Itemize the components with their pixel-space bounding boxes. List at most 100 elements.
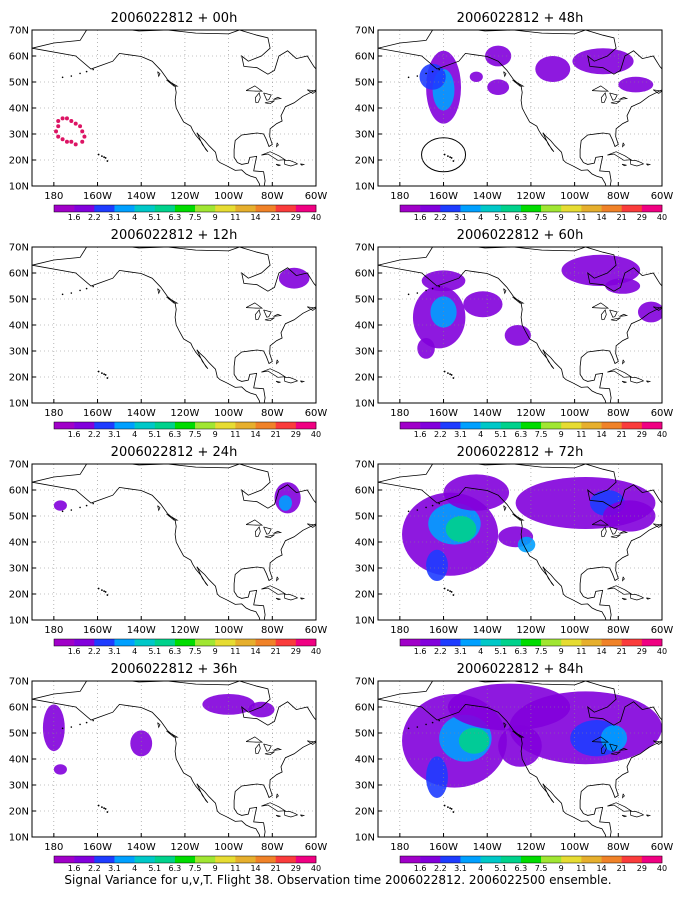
- island-outline: [621, 359, 625, 365]
- island-outline: [653, 523, 662, 528]
- panel-title: 2006022812 + 36h: [111, 662, 238, 677]
- island-outline: [646, 163, 652, 166]
- colorbar-label: 7.5: [189, 430, 202, 439]
- colorbar-label: 2.2: [88, 647, 101, 656]
- colorbar-swatch: [295, 639, 317, 646]
- island-dot: [438, 719, 440, 722]
- colorbar-swatch: [581, 639, 602, 646]
- colorbar-label: 21: [617, 430, 627, 439]
- island-outline: [275, 793, 279, 799]
- variance-field: [487, 79, 510, 95]
- island-outline: [621, 814, 627, 818]
- island-dot: [103, 373, 105, 376]
- lon-label: 180: [390, 625, 409, 636]
- island-outline: [157, 722, 161, 729]
- colorbar-label: 1.6: [68, 647, 81, 656]
- island-outline: [275, 576, 279, 582]
- lake-outline: [619, 747, 629, 751]
- colorbar-swatch: [275, 205, 297, 212]
- colorbar-swatch: [641, 205, 663, 212]
- lat-label: 50N: [355, 78, 375, 89]
- colorbar-swatch: [275, 856, 297, 863]
- island-outline: [166, 79, 179, 87]
- colorbar-swatch: [581, 205, 602, 212]
- lat-label: 10N: [355, 399, 375, 410]
- coastline: [378, 481, 607, 620]
- colorbar-label: 6.3: [515, 647, 528, 656]
- variance-field: [202, 694, 255, 715]
- lon-label: 60W: [651, 842, 674, 853]
- lon-label: 120W: [170, 408, 199, 419]
- lon-label: 100W: [214, 842, 243, 853]
- island-dot: [450, 374, 453, 376]
- lon-label: 140W: [473, 842, 502, 853]
- colorbar-label: 11: [576, 647, 586, 656]
- colorbar-label: 9: [559, 864, 564, 873]
- island-outline: [275, 359, 279, 365]
- island-outline: [663, 512, 678, 522]
- lon-label: 80W: [261, 625, 284, 636]
- colorbar-swatch: [641, 639, 663, 646]
- island-outline: [317, 729, 332, 739]
- coastline: [378, 264, 607, 403]
- colorbar-swatch: [74, 422, 95, 429]
- island-dot: [79, 506, 81, 509]
- lat-label: 50N: [355, 295, 375, 306]
- colorbar-swatch: [94, 639, 115, 646]
- colorbar-swatch: [195, 205, 216, 212]
- lat-label: 10N: [9, 616, 29, 627]
- colorbar-label: 29: [637, 864, 647, 873]
- island-dot: [416, 726, 419, 728]
- colorbar-label: 1.6: [414, 213, 427, 222]
- island-dot: [425, 506, 427, 509]
- lat-label: 20N: [355, 156, 375, 167]
- colorbar-label: 29: [637, 430, 647, 439]
- island-outline: [166, 730, 179, 738]
- lake-outline: [245, 85, 264, 92]
- island-dot: [61, 293, 64, 296]
- island-dot: [104, 591, 107, 593]
- island-dot: [85, 721, 88, 724]
- coastline: [32, 264, 261, 403]
- lon-label: 140W: [473, 191, 502, 202]
- lake-outline: [609, 92, 618, 101]
- island-outline: [157, 71, 161, 78]
- lake-outline: [610, 751, 621, 756]
- colorbar-swatch: [480, 205, 502, 212]
- colorbar-label: 2.2: [88, 213, 101, 222]
- island-dot: [103, 156, 105, 159]
- island-dot: [407, 510, 410, 513]
- colorbar-swatch: [215, 422, 236, 429]
- colorbar-label: 21: [617, 647, 627, 656]
- lat-label: 70N: [355, 677, 375, 688]
- variance-field: [445, 516, 477, 542]
- colorbar-label: 7.5: [189, 213, 202, 222]
- island-outline: [317, 78, 332, 88]
- island-outline: [283, 159, 299, 167]
- lon-label: 100W: [560, 842, 589, 853]
- colorbar-label: 4: [132, 213, 137, 222]
- colorbar-frame: [53, 204, 317, 213]
- map-area: [378, 464, 678, 620]
- colorbar-swatch: [174, 639, 196, 646]
- coastline: [378, 464, 662, 620]
- colorbar-swatch: [255, 422, 276, 429]
- colorbar-swatch: [94, 422, 115, 429]
- island-dot: [407, 293, 410, 296]
- colorbar-label: 3.1: [108, 647, 121, 656]
- variance-field: [463, 291, 503, 318]
- island-dot: [425, 289, 427, 292]
- colorbar-label: 2.2: [434, 213, 447, 222]
- lake-outline: [263, 743, 272, 752]
- lat-label: 20N: [9, 373, 29, 384]
- colorbar-label: 7.5: [535, 647, 548, 656]
- island-dot: [85, 504, 88, 507]
- island-dot: [79, 289, 81, 292]
- coastline: [378, 30, 662, 186]
- colorbar-label: 5.1: [494, 864, 507, 873]
- lake-outline: [619, 530, 629, 534]
- colorbar-swatch: [174, 422, 196, 429]
- colorbar-label: 21: [617, 213, 627, 222]
- island-dot: [443, 587, 446, 590]
- lon-label: 100W: [560, 408, 589, 419]
